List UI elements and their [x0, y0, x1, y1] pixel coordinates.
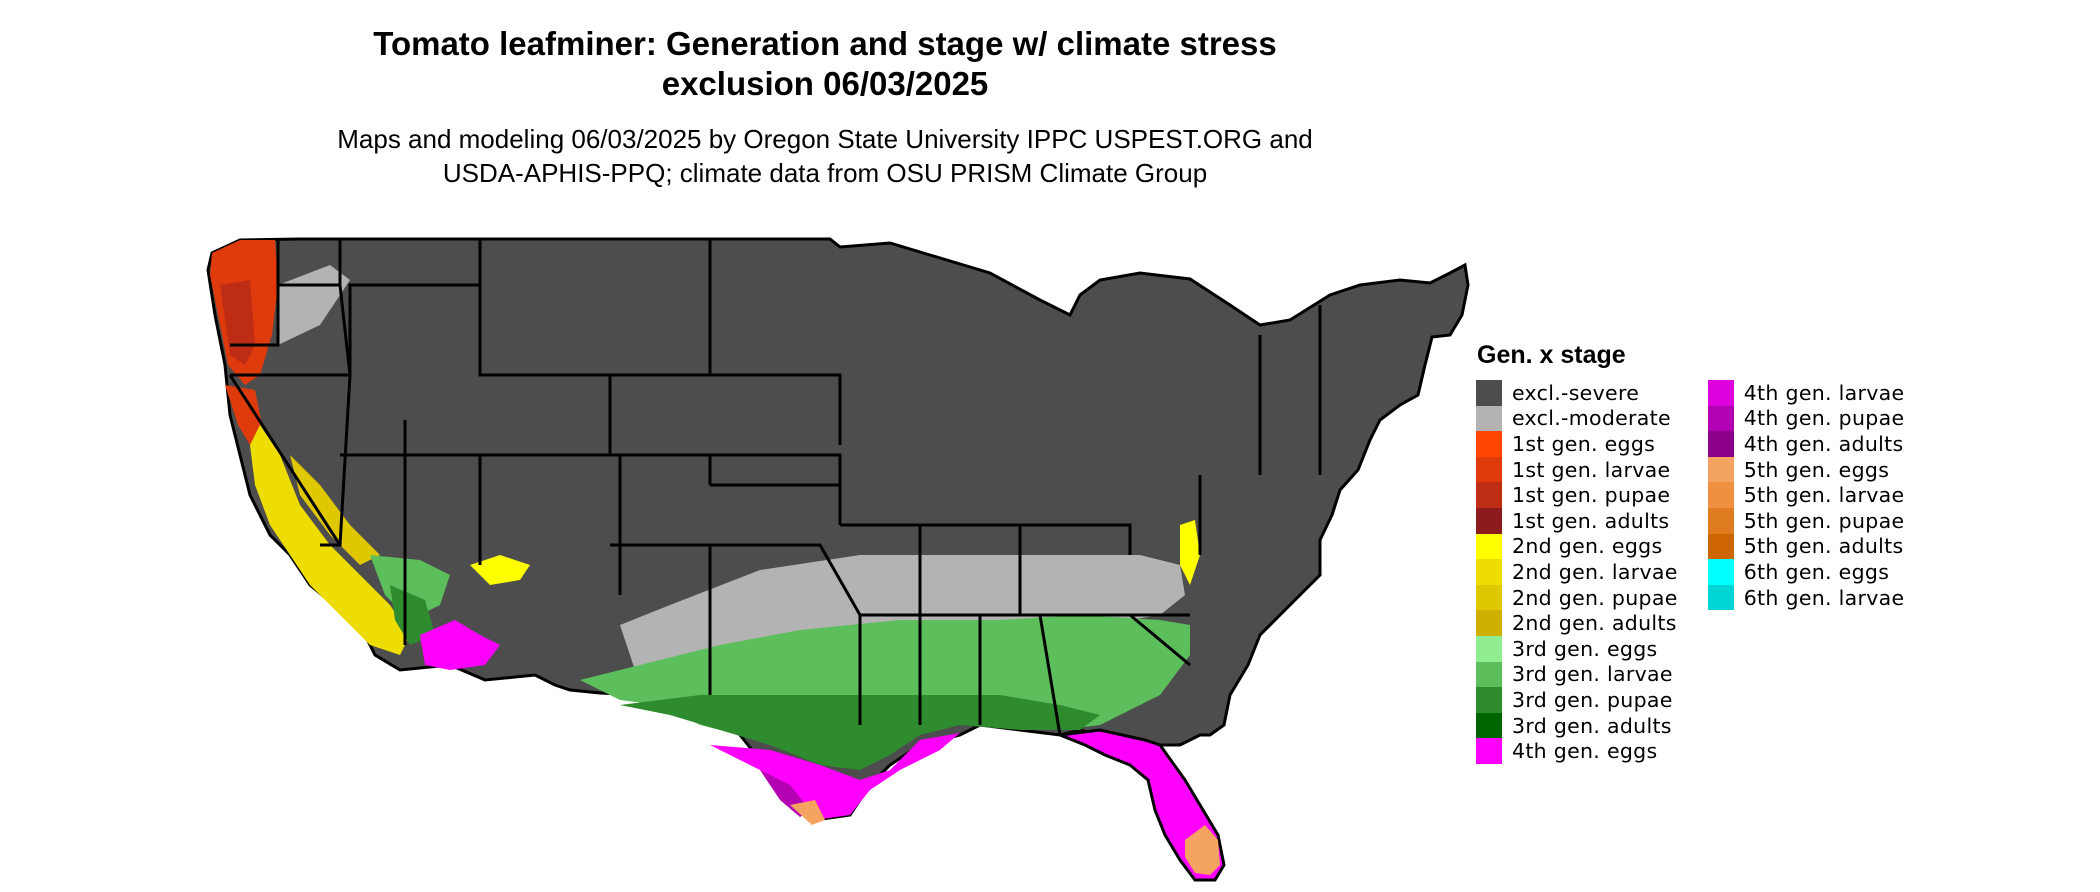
legend-label: 5th gen. eggs: [1743, 457, 1890, 482]
legend-swatch: [1476, 533, 1502, 560]
map-title-line-2: exclusion 06/03/2025: [661, 65, 989, 102]
legend-label: 6th gen. larvae: [1743, 585, 1905, 610]
legend-swatch: [1707, 559, 1734, 585]
legend-item: 1st gen. larvae: [1476, 456, 1678, 483]
legend-item: 5th gen. eggs: [1707, 456, 1905, 483]
legend-swatch: [1476, 712, 1502, 739]
map-title: Tomato leafminer: Generation and stage w…: [215, 24, 1435, 104]
legend-label: 1st gen. larvae: [1512, 457, 1671, 482]
legend-swatch: [1707, 405, 1734, 432]
legend-label: 6th gen. eggs: [1743, 559, 1890, 584]
legend-label: 2nd gen. pupae: [1512, 585, 1678, 610]
legend-columns: excl.-severe excl.-moderate 1st gen. eggs 1…: [1476, 380, 1904, 764]
legend-swatch: [1707, 456, 1734, 483]
legend-swatch: [1476, 584, 1502, 611]
legend-item: excl.-moderate: [1476, 405, 1678, 432]
florida-tip-zone: [1185, 825, 1220, 875]
legend-item: 1st gen. pupae: [1476, 482, 1678, 508]
zone-3rd-gen-pupae-west: [390, 585, 435, 645]
legend-swatch: [1707, 482, 1734, 508]
legend-label: 4th gen. adults: [1743, 431, 1904, 456]
map-subtitle-line-2: USDA-APHIS-PPQ; climate data from OSU PR…: [442, 158, 1208, 188]
legend-label: 1st gen. eggs: [1512, 431, 1656, 456]
legend-column-2: 4th gen. larvae 4th gen. pupae 4th gen. ad…: [1707, 380, 1905, 764]
legend-swatch: [1476, 507, 1502, 534]
zone-2nd-gen-larvae: [250, 425, 410, 655]
legend: Gen. x stage excl.-severe excl.-moderate 1…: [1476, 340, 1904, 764]
map-subtitle: Maps and modeling 06/03/2025 by Oregon S…: [215, 122, 1435, 190]
legend-swatch: [1476, 687, 1502, 713]
legend-item: 5th gen. pupae: [1707, 507, 1905, 534]
legend-label: 5th gen. larvae: [1743, 483, 1905, 508]
legend-label: 3rd gen. adults: [1512, 713, 1672, 738]
legend-item: 6th gen. larvae: [1707, 584, 1905, 611]
zone-4th-gen-eggs-west: [420, 620, 500, 670]
legend-swatch: [1476, 610, 1502, 636]
legend-swatch: [1476, 405, 1502, 432]
legend-label: 2nd gen. adults: [1512, 611, 1677, 636]
legend-label: 5th gen. adults: [1743, 534, 1904, 559]
us-generation-stage-map: [206, 237, 1470, 882]
legend-swatch: [1707, 584, 1734, 611]
legend-label: 1st gen. adults: [1512, 508, 1670, 533]
legend-swatch: [1476, 380, 1502, 406]
map-title-line-1: Tomato leafminer: Generation and stage w…: [373, 25, 1277, 62]
legend-swatch: [1707, 533, 1734, 560]
legend-swatch: [1476, 559, 1502, 585]
legend-item: 4th gen. pupae: [1707, 405, 1905, 432]
zone-4th-gen-eggs-gulf: [710, 733, 960, 820]
legend-item: 4th gen. adults: [1707, 431, 1905, 457]
legend-swatch: [1476, 482, 1502, 508]
legend-swatch: [1707, 507, 1734, 534]
legend-swatch: [1476, 431, 1502, 457]
zone-1st-gen-coast: [225, 385, 262, 445]
legend-item: excl.-severe: [1476, 380, 1678, 406]
legend-item: 6th gen. eggs: [1707, 559, 1905, 585]
florida-landmass: [1059, 728, 1226, 882]
legend-swatch: [1707, 380, 1734, 406]
legend-title: Gen. x stage: [1477, 341, 1626, 369]
legend-item: 2nd gen. pupae: [1476, 584, 1678, 611]
legend-label: excl.-moderate: [1512, 406, 1671, 431]
legend-label: 3rd gen. eggs: [1512, 636, 1658, 661]
legend-swatch: [1476, 456, 1502, 483]
zone-2nd-gen-eggs-nm: [470, 555, 530, 585]
legend-item: 3rd gen. larvae: [1476, 661, 1678, 688]
legend-item: 3rd gen. adults: [1476, 712, 1678, 739]
legend-item: 5th gen. larvae: [1707, 482, 1905, 508]
state-borders: [228, 239, 1322, 736]
legend-column-1: excl.-severe excl.-moderate 1st gen. eggs 1…: [1476, 380, 1678, 764]
legend-label: 4th gen. larvae: [1743, 380, 1905, 405]
legend-swatch: [1476, 635, 1502, 662]
legend-label: 4th gen. pupae: [1743, 406, 1905, 431]
legend-item: 4th gen. larvae: [1707, 380, 1905, 406]
legend-swatch: [1476, 661, 1502, 688]
legend-item: 3rd gen. eggs: [1476, 635, 1678, 662]
legend-label: excl.-severe: [1512, 380, 1640, 405]
legend-item: 1st gen. adults: [1476, 507, 1678, 534]
legend-swatch: [1476, 738, 1502, 764]
legend-item: 1st gen. eggs: [1476, 431, 1678, 457]
zone-5th-gen-eggs-texas: [790, 800, 825, 825]
zone-2nd-gen-pupae: [290, 455, 380, 565]
legend-item: 4th gen. eggs: [1476, 738, 1678, 764]
zone-3rd-gen-larvae-west: [370, 555, 450, 620]
legend-item: 3rd gen. pupae: [1476, 687, 1678, 713]
zone-2nd-gen-eggs-east: [1180, 520, 1200, 585]
legend-label: 1st gen. pupae: [1512, 483, 1671, 508]
legend-label: 4th gen. eggs: [1512, 739, 1658, 764]
legend-label: 2nd gen. larvae: [1512, 559, 1678, 584]
legend-label: 3rd gen. pupae: [1512, 687, 1673, 712]
legend-label: 2nd gen. eggs: [1512, 534, 1663, 559]
map-subtitle-line-1: Maps and modeling 06/03/2025 by Oregon S…: [337, 124, 1313, 154]
legend-item: 5th gen. adults: [1707, 533, 1905, 560]
legend-item: 2nd gen. adults: [1476, 610, 1678, 636]
legend-label: 5th gen. pupae: [1743, 508, 1905, 533]
legend-swatch: [1707, 431, 1734, 457]
legend-label: 3rd gen. larvae: [1512, 662, 1673, 687]
legend-item: 2nd gen. larvae: [1476, 559, 1678, 585]
legend-item: 2nd gen. eggs: [1476, 533, 1678, 560]
